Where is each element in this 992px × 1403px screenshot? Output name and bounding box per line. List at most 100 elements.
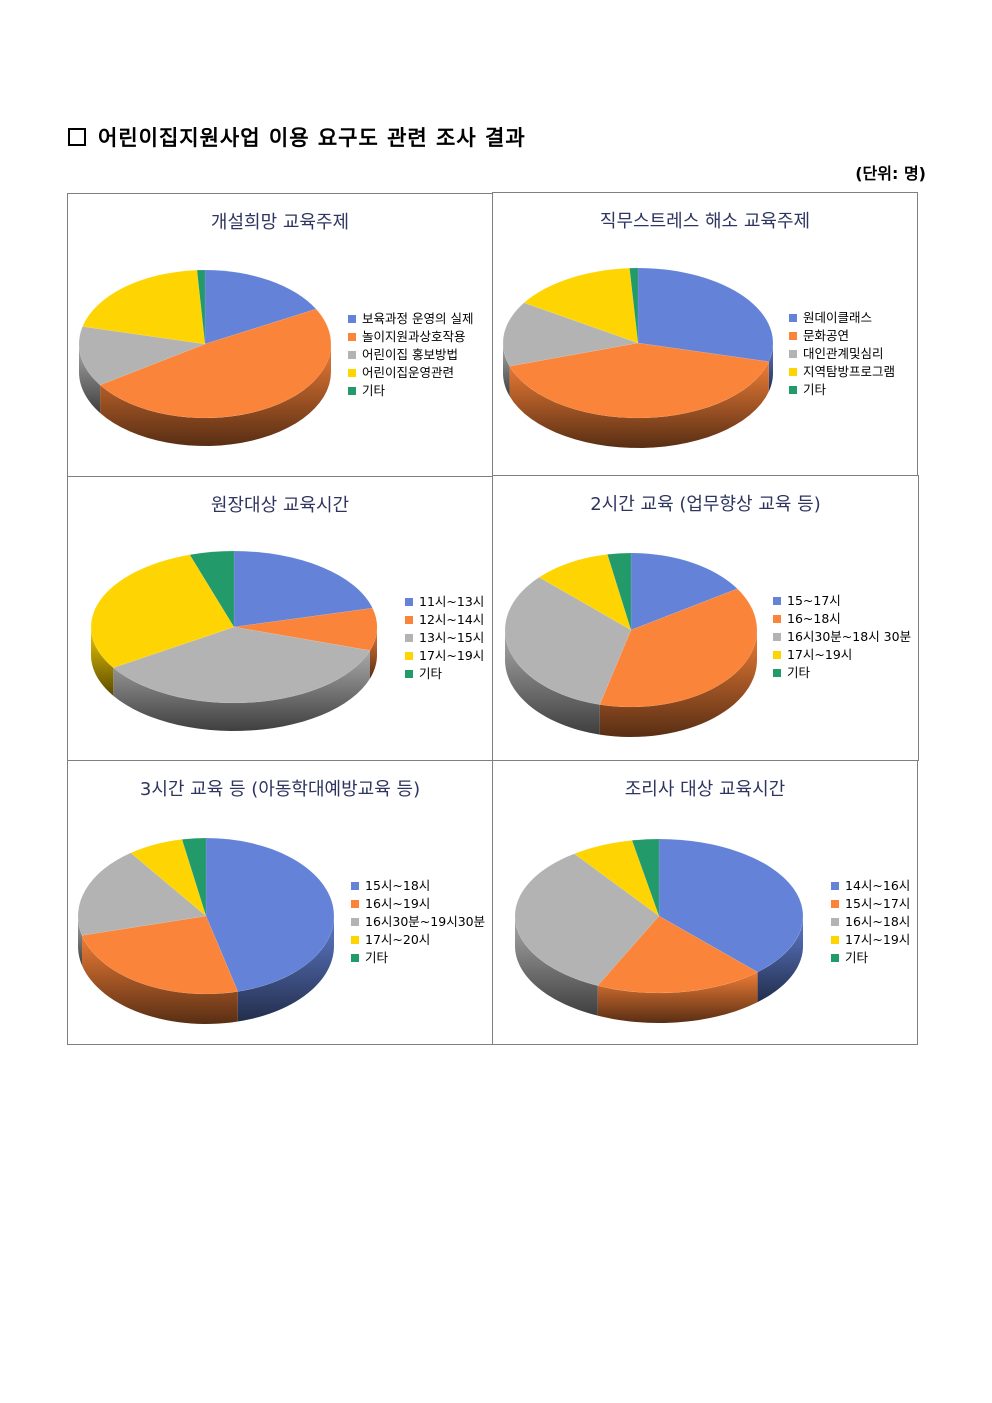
pie-chart-svg xyxy=(90,550,378,731)
pie-side-0 xyxy=(237,916,334,1022)
legend-swatch xyxy=(351,936,359,944)
pie-slice-1 xyxy=(509,342,770,419)
legend-swatch xyxy=(405,616,413,624)
legend-swatch xyxy=(789,314,797,322)
pie-slice-3 xyxy=(573,840,660,917)
legend-label: 지역탐방프로그램 xyxy=(803,364,896,379)
pie-slice-2 xyxy=(504,576,632,705)
pie-slice-2 xyxy=(502,302,639,367)
pie-slice-1 xyxy=(597,915,759,994)
legend-item: 대인관계및심리 xyxy=(789,345,895,363)
pie-chart-svg xyxy=(514,838,804,1023)
legend-swatch xyxy=(405,652,413,660)
legend-item: 기타 xyxy=(789,381,895,399)
pie-slice-4 xyxy=(181,837,207,917)
chart-title: 3시간 교육 등 (아동학대예방교육 등) xyxy=(139,779,421,800)
page-heading: 어린이집지원사업 이용 요구도 관련 조사 결과 xyxy=(68,122,526,152)
legend-label: 어린이집운영관련 xyxy=(362,365,455,380)
legend-item: 17시~19시 xyxy=(773,646,911,664)
legend-item: 기타 xyxy=(351,949,485,967)
legend-item: 15~17시 xyxy=(773,592,911,610)
legend-label: 11시~13시 xyxy=(419,594,485,609)
chart-title: 원장대상 교육시간 xyxy=(210,495,350,516)
pie-slice-0 xyxy=(630,552,738,631)
legend-label: 16시~18시 xyxy=(845,914,911,929)
legend-swatch xyxy=(773,669,781,677)
legend-swatch xyxy=(351,882,359,890)
legend-swatch xyxy=(348,369,356,377)
legend-item: 16시30분~19시30분 xyxy=(351,913,485,931)
pie-side-0 xyxy=(757,916,803,1003)
legend-label: 15시~17시 xyxy=(845,896,911,911)
pie-chart-svg xyxy=(77,837,335,1024)
legend-item: 기타 xyxy=(831,949,910,967)
pie-side-2 xyxy=(515,916,598,1016)
legend-label: 17시~19시 xyxy=(787,647,853,662)
chart-panel-4: 2시간 교육 (업무향상 교육 등) 15~17시 16~18시 16시30분~18… xyxy=(492,475,919,761)
legend-item: 16시~18시 xyxy=(831,913,910,931)
legend-label: 16~18시 xyxy=(787,611,841,626)
pie-slice-4 xyxy=(631,838,660,917)
legend-label: 15~17시 xyxy=(787,593,841,608)
legend-item: 문화공연 xyxy=(789,327,895,345)
legend-item: 11시~13시 xyxy=(405,593,484,611)
legend-label: 기타 xyxy=(419,666,443,681)
pie-side-1 xyxy=(509,361,769,448)
legend-item: 17시~19시 xyxy=(405,647,484,665)
legend-item: 기타 xyxy=(773,664,911,682)
legend-label: 대인관계및심리 xyxy=(803,346,884,361)
legend-item: 13시~15시 xyxy=(405,629,484,647)
pie-chart-svg xyxy=(504,552,758,737)
legend-label: 어린이집 홍보방법 xyxy=(362,347,458,362)
chart-title: 조리사 대상 교육시간 xyxy=(624,779,786,800)
pie-slice-2 xyxy=(514,853,660,986)
legend-item: 17시~19시 xyxy=(831,931,910,949)
pie-slice-4 xyxy=(629,267,639,344)
legend-swatch xyxy=(773,597,781,605)
chart-title: 직무스트레스 해소 교육주제 xyxy=(599,211,811,232)
pie-slice-2 xyxy=(77,852,207,936)
chart-legend: 14시~16시 15시~17시 16시~18시 17시~19시 기타 xyxy=(831,877,910,967)
pie-slice-0 xyxy=(204,269,317,345)
pie-side-1 xyxy=(599,630,757,737)
legend-swatch xyxy=(789,332,797,340)
chart-panel-3: 원장대상 교육시간 11시~13시 12시~14시 13시~15시 17시~19시 기타 xyxy=(67,476,493,761)
pie-side-walls xyxy=(505,630,757,737)
pie-side-2 xyxy=(505,630,600,735)
chart-panel-6: 조리사 대상 교육시간 14시~16시 15시~17시 16시~18시 17시~19시… xyxy=(492,760,918,1045)
pie-side-1 xyxy=(597,972,758,1023)
legend-label: 기타 xyxy=(362,383,386,398)
legend-label: 놀이지원과상호작용 xyxy=(362,329,466,344)
pie-slice-1 xyxy=(599,588,758,708)
legend-swatch xyxy=(831,900,839,908)
legend-item: 17시~20시 xyxy=(351,931,485,949)
legend-label: 기타 xyxy=(787,665,811,680)
pie-slice-3 xyxy=(90,554,235,669)
pie-side-walls xyxy=(79,344,331,446)
legend-item: 16시30분~18시 30분 xyxy=(773,628,911,646)
legend-label: 기타 xyxy=(365,950,389,965)
pie-side-1 xyxy=(82,935,238,1024)
chart-panel-5: 3시간 교육 등 (아동학대예방교육 등) 15시~18시 16시~19시 16시3… xyxy=(67,760,493,1045)
legend-label: 16시~19시 xyxy=(365,896,431,911)
legend-label: 15시~18시 xyxy=(365,878,431,893)
page-heading-text: 어린이집지원사업 이용 요구도 관련 조사 결과 xyxy=(98,126,526,150)
pie-slice-1 xyxy=(233,607,378,651)
legend-swatch xyxy=(351,954,359,962)
legend-swatch xyxy=(831,954,839,962)
pie-slice-3 xyxy=(538,554,632,631)
pie-slice-0 xyxy=(205,837,335,992)
chart-title: 2시간 교육 (업무향상 교육 등) xyxy=(590,494,821,515)
pie-slice-0 xyxy=(658,838,804,973)
legend-item: 기타 xyxy=(348,382,473,400)
legend-label: 17시~20시 xyxy=(365,932,431,947)
legend-item: 16~18시 xyxy=(773,610,911,628)
pie-slice-2 xyxy=(78,326,206,386)
legend-swatch xyxy=(773,651,781,659)
legend-item: 보육과정 운영의 실제 xyxy=(348,310,473,328)
pie-slice-3 xyxy=(523,267,639,344)
legend-label: 17시~19시 xyxy=(419,648,485,663)
pie-slice-2 xyxy=(112,626,371,704)
pie-slice-4 xyxy=(189,550,235,628)
